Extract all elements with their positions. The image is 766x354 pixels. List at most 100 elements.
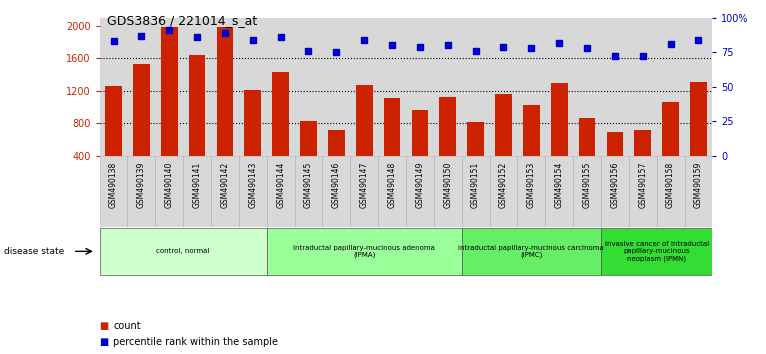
Text: GSM490153: GSM490153	[527, 161, 536, 208]
Point	[581, 45, 593, 51]
Text: count: count	[113, 321, 141, 331]
Bar	[607, 132, 624, 188]
Point	[330, 49, 342, 55]
Point	[274, 34, 286, 40]
Point	[247, 37, 259, 42]
Point	[525, 45, 538, 51]
Text: GSM490138: GSM490138	[109, 161, 118, 208]
Point	[637, 53, 649, 59]
Bar	[462, 156, 489, 227]
Point	[386, 42, 398, 48]
Bar	[551, 84, 568, 188]
Bar	[378, 156, 406, 227]
Bar	[217, 28, 234, 188]
Point	[136, 33, 148, 39]
Bar	[183, 156, 211, 227]
Point	[107, 38, 119, 44]
Point	[609, 53, 621, 59]
Text: GSM490159: GSM490159	[694, 161, 703, 208]
Text: GSM490148: GSM490148	[388, 161, 397, 208]
Bar	[656, 156, 685, 227]
Text: control, normal: control, normal	[156, 249, 210, 254]
Bar	[295, 156, 322, 227]
Point	[664, 41, 676, 47]
Bar	[244, 90, 261, 188]
Text: GSM490151: GSM490151	[471, 161, 480, 208]
Bar	[467, 122, 484, 188]
Text: GSM490155: GSM490155	[582, 161, 591, 208]
Bar	[523, 104, 540, 188]
Text: ■: ■	[100, 337, 109, 347]
Text: GSM490141: GSM490141	[192, 161, 201, 208]
Bar	[127, 156, 155, 227]
Text: GSM490149: GSM490149	[415, 161, 424, 208]
Text: intraductal papillary-mucinous carcinoma
(IPMC): intraductal papillary-mucinous carcinoma…	[458, 245, 604, 258]
Point	[163, 27, 175, 33]
Bar	[517, 156, 545, 227]
Point	[497, 44, 509, 50]
Bar	[629, 156, 656, 227]
Point	[303, 48, 315, 54]
Bar	[462, 228, 601, 275]
Bar	[322, 156, 350, 227]
Bar	[573, 156, 601, 227]
Bar	[105, 86, 122, 188]
Text: GSM490152: GSM490152	[499, 161, 508, 208]
Bar	[350, 156, 378, 227]
Text: GSM490142: GSM490142	[221, 161, 230, 208]
Point	[692, 37, 705, 42]
Bar	[489, 156, 517, 227]
Bar	[188, 55, 205, 188]
Text: disease state: disease state	[4, 247, 64, 256]
Point	[414, 44, 426, 50]
Bar	[434, 156, 462, 227]
Bar	[495, 94, 512, 188]
Bar	[411, 110, 428, 188]
Point	[358, 37, 370, 42]
Text: intraductal papillary-mucinous adenoma
(IPMA): intraductal papillary-mucinous adenoma (…	[293, 245, 435, 258]
Text: GSM490146: GSM490146	[332, 161, 341, 208]
Bar	[328, 130, 345, 188]
Bar	[272, 72, 289, 188]
Text: GDS3836 / 221014_s_at: GDS3836 / 221014_s_at	[107, 14, 257, 27]
Text: GSM490143: GSM490143	[248, 161, 257, 208]
Bar	[239, 156, 267, 227]
Text: GSM490156: GSM490156	[611, 161, 620, 208]
Text: ■: ■	[100, 321, 109, 331]
Bar	[267, 156, 295, 227]
Point	[442, 42, 454, 48]
Bar	[211, 156, 239, 227]
Bar	[634, 130, 651, 188]
Bar	[601, 228, 712, 275]
Bar	[155, 156, 183, 227]
Text: GSM490157: GSM490157	[638, 161, 647, 208]
Bar	[578, 118, 595, 188]
Text: GSM490150: GSM490150	[444, 161, 452, 208]
Bar	[100, 156, 127, 227]
Text: GSM490140: GSM490140	[165, 161, 174, 208]
Bar	[690, 82, 707, 188]
Bar	[663, 102, 679, 188]
Text: GSM490144: GSM490144	[276, 161, 285, 208]
Bar	[133, 64, 149, 188]
Bar	[406, 156, 434, 227]
Text: GSM490147: GSM490147	[360, 161, 368, 208]
Bar	[161, 27, 178, 188]
Bar	[601, 156, 629, 227]
Text: GSM490154: GSM490154	[555, 161, 564, 208]
Bar	[440, 97, 456, 188]
Bar	[545, 156, 573, 227]
Point	[553, 40, 565, 45]
Bar	[685, 156, 712, 227]
Point	[219, 30, 231, 36]
Bar	[100, 228, 267, 275]
Bar	[267, 228, 462, 275]
Point	[470, 48, 482, 54]
Text: GSM490158: GSM490158	[666, 161, 675, 208]
Point	[191, 34, 203, 40]
Text: invasive cancer of intraductal
papillary-mucinous
neoplasm (IPMN): invasive cancer of intraductal papillary…	[604, 241, 709, 262]
Bar	[356, 85, 372, 188]
Text: percentile rank within the sample: percentile rank within the sample	[113, 337, 278, 347]
Bar	[300, 121, 317, 188]
Text: GSM490145: GSM490145	[304, 161, 313, 208]
